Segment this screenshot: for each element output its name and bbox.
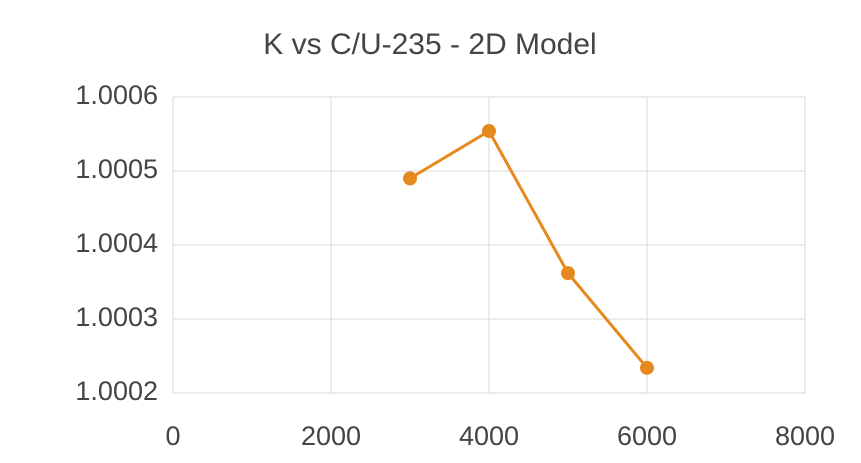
point [640, 360, 654, 375]
y-tick-label: 1.0004 [75, 228, 158, 258]
y-tick-label: 1.0002 [75, 376, 158, 406]
y-tick-label: 1.0006 [75, 80, 158, 110]
point [403, 171, 417, 186]
point [482, 124, 496, 139]
y-tick-label: 1.0005 [75, 154, 158, 184]
x-tick-label: 8000 [775, 421, 835, 451]
x-tick-label: 0 [165, 421, 180, 451]
chart-title: K vs C/U-235 - 2D Model [263, 28, 596, 61]
x-tick-label: 4000 [459, 421, 519, 451]
x-tick-label: 6000 [617, 421, 677, 451]
x-tick-label: 2000 [301, 421, 361, 451]
y-tick-label: 1.0003 [75, 302, 158, 332]
series-line [409, 128, 649, 369]
point [561, 266, 575, 281]
